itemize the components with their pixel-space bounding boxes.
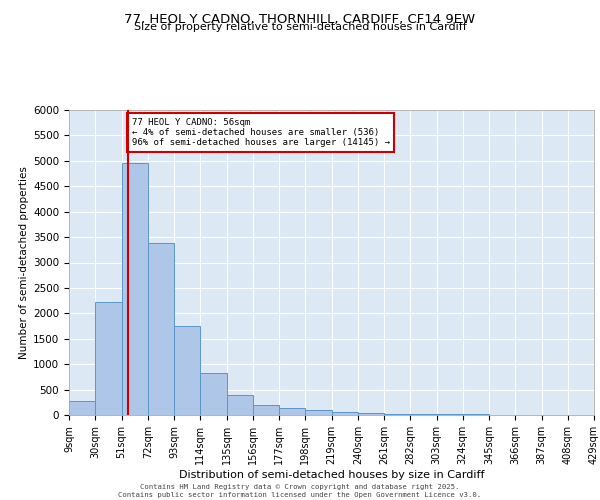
Bar: [437, 414, 463, 415]
Bar: [463, 414, 489, 415]
Bar: [122, 164, 148, 415]
Bar: [174, 326, 200, 415]
Text: Size of property relative to semi-detached houses in Cardiff: Size of property relative to semi-detach…: [134, 22, 466, 32]
Bar: [358, 413, 384, 415]
Bar: [410, 414, 437, 415]
Bar: [148, 243, 174, 415]
Text: 77, HEOL Y CADNO, THORNHILL, CARDIFF, CF14 9EW: 77, HEOL Y CADNO, THORNHILL, CARDIFF, CF…: [124, 12, 476, 26]
X-axis label: Distribution of semi-detached houses by size in Cardiff: Distribution of semi-detached houses by …: [179, 470, 484, 480]
Bar: [384, 414, 410, 415]
Bar: [200, 374, 227, 415]
Bar: [253, 405, 279, 415]
Bar: [305, 410, 332, 415]
Bar: [227, 394, 253, 415]
Text: Contains HM Land Registry data © Crown copyright and database right 2025.
Contai: Contains HM Land Registry data © Crown c…: [118, 484, 482, 498]
Bar: [279, 408, 305, 415]
Text: 77 HEOL Y CADNO: 56sqm
← 4% of semi-detached houses are smaller (536)
96% of sem: 77 HEOL Y CADNO: 56sqm ← 4% of semi-deta…: [131, 118, 389, 148]
Y-axis label: Number of semi-detached properties: Number of semi-detached properties: [19, 166, 29, 359]
Bar: [95, 302, 121, 415]
Bar: [332, 412, 358, 415]
Bar: [69, 402, 95, 415]
